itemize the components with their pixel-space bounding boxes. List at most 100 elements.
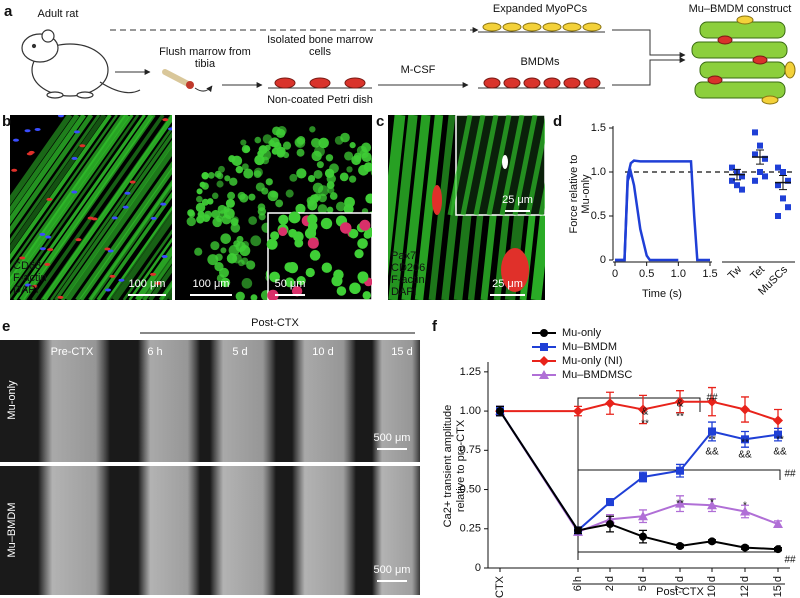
panel-label: c	[376, 113, 384, 130]
fiber-section	[221, 214, 232, 225]
fiber-section	[248, 216, 257, 225]
marker	[774, 430, 782, 439]
fiber-section	[294, 238, 304, 248]
nucleus	[122, 205, 129, 209]
marker	[676, 466, 684, 475]
nucleus	[150, 272, 157, 276]
fiber-section	[278, 214, 289, 225]
fiber-section	[239, 193, 249, 203]
fiber-section	[316, 161, 324, 169]
fiber-section	[270, 231, 280, 241]
marker	[708, 427, 716, 436]
fiber	[10, 115, 112, 261]
fiber-section	[206, 198, 214, 205]
muscle-band	[38, 340, 110, 462]
fiber	[10, 115, 126, 281]
fiber-section	[241, 144, 251, 154]
panel-a: a Adult rat Flush marrow from tibia Isol…	[4, 3, 796, 106]
fiber-section	[254, 154, 265, 166]
fiber-section	[241, 257, 249, 265]
fiber-section	[258, 213, 266, 221]
y-tick-label: 0.5	[591, 210, 606, 222]
fiber-section	[246, 260, 256, 270]
fiber	[19, 115, 154, 300]
muscle-band	[372, 340, 422, 462]
marker	[539, 370, 549, 379]
fiber	[447, 115, 473, 216]
fiber-section	[262, 134, 273, 144]
nucleus	[105, 288, 112, 292]
scale-bar-label: 100 μm	[193, 278, 230, 290]
marker	[675, 498, 685, 508]
label: BMDMs	[520, 56, 560, 68]
fiber-section	[254, 136, 262, 144]
fiber-section	[216, 180, 224, 188]
marker	[707, 500, 717, 510]
fiber-section	[220, 277, 231, 288]
fiber-section	[288, 211, 301, 224]
y-tick-label: 1.25	[460, 366, 481, 378]
marker	[606, 498, 614, 507]
nucleus	[46, 197, 53, 201]
y-tick-label: 0.25	[460, 523, 481, 535]
marker	[606, 520, 614, 529]
fiber-section	[288, 228, 298, 238]
fiber-section	[340, 132, 350, 143]
marker	[741, 435, 749, 444]
fiber-section	[335, 201, 346, 212]
x-tick-label: 1.0	[671, 268, 686, 280]
label: Flush marrow from	[159, 46, 251, 58]
fiber	[10, 115, 87, 225]
column-label: 10 d	[312, 346, 333, 358]
panel-label: e	[2, 318, 10, 335]
label: tibia	[195, 58, 216, 70]
nucleus	[57, 295, 64, 299]
marker	[676, 542, 684, 551]
marker	[740, 404, 750, 415]
fiber-section	[223, 206, 230, 213]
fiber	[89, 181, 172, 300]
fiber-section	[253, 167, 263, 177]
data-point	[752, 177, 758, 184]
fiber-section	[220, 233, 231, 244]
nucleus	[19, 256, 26, 260]
fiber	[10, 115, 80, 215]
nucleus	[26, 152, 33, 156]
nucleus	[57, 115, 64, 118]
fiber-section	[363, 230, 372, 239]
fiber-section	[235, 291, 245, 300]
stain-label: Pax7	[391, 250, 416, 262]
fiber-section	[235, 165, 244, 174]
fiber	[75, 161, 172, 300]
series-line	[499, 410, 779, 532]
x-tick-label: Pre-CTX	[494, 575, 506, 598]
fiber-section	[296, 136, 306, 145]
nucleus	[39, 247, 46, 251]
fiber	[13, 115, 146, 300]
fiber-section	[224, 175, 231, 182]
fiber-section	[269, 137, 280, 148]
fiber-section	[227, 191, 236, 200]
fiber	[499, 115, 525, 216]
fiber-section	[197, 210, 205, 218]
fiber-section	[241, 278, 253, 289]
marker	[639, 472, 647, 481]
stain-label: CD68	[13, 260, 41, 272]
satellite-cell	[502, 155, 508, 169]
annotation: ##	[784, 555, 796, 566]
fiber-section	[248, 193, 256, 201]
fiber-section	[296, 276, 306, 286]
fiber-section	[291, 286, 303, 297]
fiber-section	[309, 194, 320, 204]
fiber-section	[194, 247, 203, 256]
fiber-section	[377, 185, 387, 195]
fiber	[388, 115, 406, 277]
fiber-section	[320, 217, 333, 230]
legend-label: Mu–BMDM	[562, 341, 617, 353]
fiber-section	[307, 303, 317, 313]
fiber-section	[261, 156, 270, 165]
nucleus	[124, 191, 131, 195]
fiber-section	[250, 294, 258, 300]
fiber-section	[359, 219, 371, 231]
micrograph	[388, 115, 545, 300]
